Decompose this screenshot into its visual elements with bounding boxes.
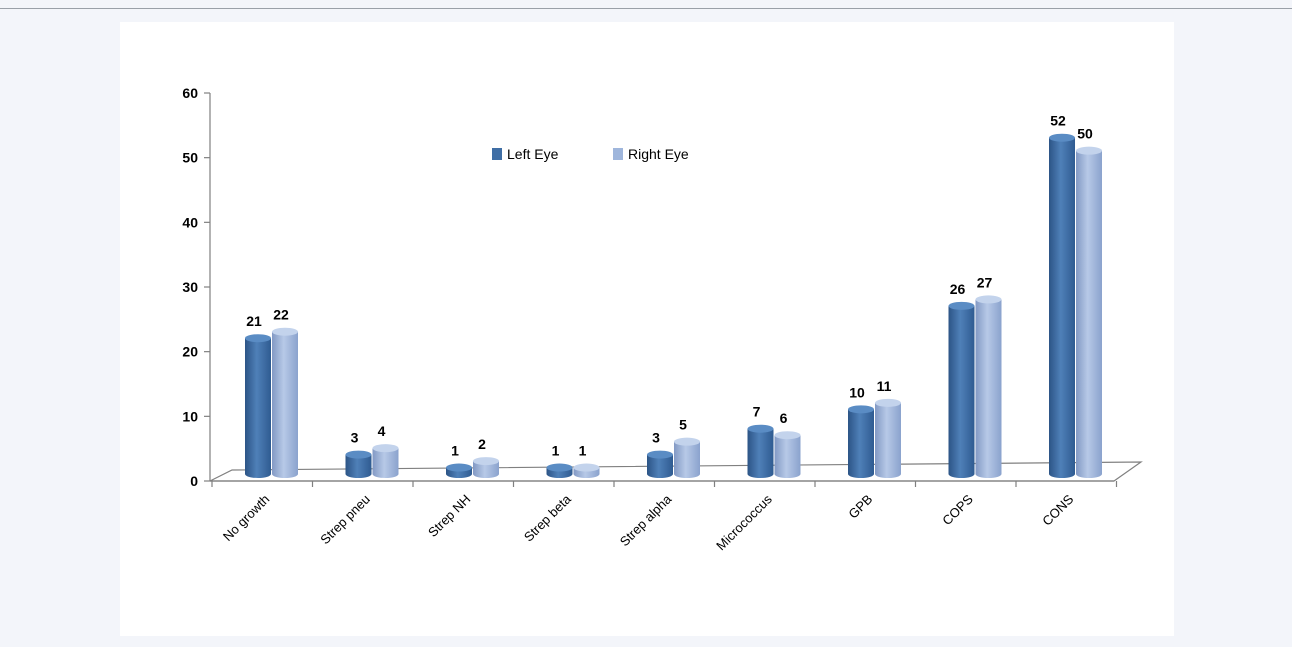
data-label: 2 [478,436,486,452]
bar-top [774,431,801,440]
data-label: 50 [1077,126,1093,142]
bar-right-eye [975,295,1002,478]
data-label: 1 [451,443,459,459]
bar-right-eye [372,444,399,478]
data-label: 21 [246,313,262,329]
bar-top [1076,146,1102,155]
bar-right-eye [674,437,700,478]
y-tick-label: 20 [182,344,198,360]
bar-top [1049,133,1075,142]
bar-right-eye [1076,146,1102,478]
bar-body [948,305,975,478]
data-label: 1 [552,443,560,459]
category-label: Strep NH [425,492,473,540]
bar-left-eye [546,463,573,478]
data-label: 7 [753,404,761,420]
data-label: 52 [1050,113,1066,129]
category-label: Strep pneu [317,492,373,548]
data-label: 10 [849,384,865,400]
category-label: Strep beta [521,491,575,545]
legend-swatch-right-eye [613,148,623,160]
bar-top [875,398,901,407]
legend-swatch-left-eye [492,148,502,160]
bar-body [848,409,874,478]
legend-label-left-eye: Left Eye [507,146,559,162]
data-label: 3 [351,430,359,446]
y-tick-label: 40 [182,214,198,230]
bar-body [774,435,801,478]
bar-body [473,461,499,478]
data-label: 1 [579,443,587,459]
bar-right-eye [875,398,901,478]
y-tick-label: 30 [182,279,198,295]
bar-left-eye [747,424,774,478]
bar-left-eye [1049,133,1075,478]
chart-bars [245,133,1102,478]
y-tick-label: 10 [182,408,198,424]
bar-top [674,437,700,446]
bar-right-eye [272,327,298,478]
bar-body [975,299,1002,478]
data-label: 27 [977,274,993,290]
data-label: 6 [780,410,788,426]
y-tick-label: 60 [182,85,198,101]
category-label: GPB [845,492,875,522]
bar-top [546,463,573,472]
bar-left-eye [647,450,673,478]
bar-body [245,338,271,478]
bar-right-eye [473,457,499,478]
bar-top [573,463,600,472]
bar-top [948,301,975,310]
data-label: 22 [273,307,289,323]
category-label: No growth [220,492,273,545]
bar-body [1076,150,1102,478]
bar-left-eye [446,463,472,478]
bar-body [372,448,399,478]
bar-top [647,450,673,459]
chart-axes: 0 10 20 30 40 50 60 [182,85,1118,489]
category-label: Strep alpha [617,491,675,549]
bar-right-eye [774,431,801,478]
bar-right-eye [573,463,600,478]
bar-top [446,463,472,472]
data-label: 3 [652,430,660,446]
bar-top [747,424,774,433]
bar-left-eye [245,334,271,478]
bar-top [372,444,399,453]
y-tick-label: 0 [190,473,198,489]
bar-top [272,327,298,336]
category-label: COPS [939,491,976,528]
bar-body [647,454,673,478]
bar-body [1049,137,1075,478]
bar-left-eye [948,301,975,478]
bar-top [473,457,499,466]
bar-top [345,450,372,459]
legend-label-right-eye: Right Eye [628,146,689,162]
y-tick-label: 50 [182,150,198,166]
data-label: 11 [877,378,892,394]
bar-left-eye [848,405,874,478]
bar-body [875,402,901,478]
bar-left-eye [345,450,372,478]
chart-legend: Left Eye Right Eye [492,146,689,162]
bar-top [975,295,1002,304]
bar-body [345,454,372,478]
bar-body [272,331,298,478]
data-label: 5 [679,417,687,433]
top-divider [0,8,1292,9]
category-label: Micrococcus [713,491,775,553]
category-label: CONS [1039,491,1076,528]
data-label: 4 [378,423,386,439]
bar-top [245,334,271,343]
bar-body [747,428,774,478]
data-label: 26 [950,281,966,297]
bar-body [674,441,700,478]
bar-top [848,405,874,414]
